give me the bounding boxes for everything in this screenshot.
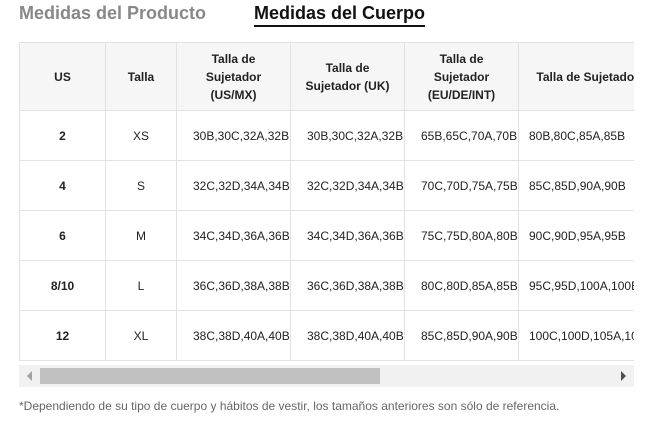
scroll-left[interactable]: [27, 371, 32, 381]
header-cell: Talla de Sujetador (US/MX): [176, 42, 291, 111]
cell: 8/10: [19, 260, 106, 311]
cell: S: [105, 160, 177, 211]
size-table: US Talla Talla de Sujetador (US/MX) Talla d…: [19, 42, 634, 361]
row: 2 XS 30B,30C,32A,32B 30B,30C,32A,32B 65B,65C…: [19, 110, 634, 161]
header-cell: US: [19, 42, 106, 111]
scroll-thumb[interactable]: [40, 368, 380, 384]
row: 4 S 32C,32D,34A,34B 32C,32D,34A,34B 70C,70D,…: [19, 160, 634, 211]
scroll-right[interactable]: [621, 371, 626, 381]
cell: 38C,38D,40A,40B: [176, 310, 291, 361]
cell: 12: [19, 310, 106, 361]
table-container: US Talla Talla de Sujetador (US/MX) Talla d…: [19, 42, 634, 365]
cell: 38C,38D,40A,40B: [290, 310, 405, 361]
cell: XS: [105, 110, 177, 161]
cell: 32C,32D,34A,34B: [290, 160, 405, 211]
cell: 34C,34D,36A,36B: [176, 210, 291, 261]
cell: 4: [19, 160, 106, 211]
cell: 80B,80C,85A,85B: [518, 110, 634, 161]
cell: 34C,34D,36A,36B: [290, 210, 405, 261]
cell: 6: [19, 210, 106, 261]
cell: 30B,30C,32A,32B: [176, 110, 291, 161]
header-cell: Talla de Sujetador (FR/ES): [518, 42, 634, 111]
cell: L: [105, 260, 177, 311]
cell: 2: [19, 110, 106, 161]
header-cell: Talla de Sujetador (UK): [290, 42, 405, 111]
header-cell: Talla de Sujetador (EU/DE/INT): [404, 42, 519, 111]
cell: M: [105, 210, 177, 261]
table-body: 2 XS 30B,30C,32A,32B 30B,30C,32A,32B 65B,65C…: [19, 110, 634, 361]
cell: 65B,65C,70A,70B: [404, 110, 519, 161]
row: 6 M 34C,34D,36A,36B 34C,34D,36A,36B 75C,75D,…: [19, 210, 634, 261]
tab-active[interactable]: Medidas del Cuerpo: [254, 3, 426, 27]
row: 12 XL 38C,38D,40A,40B 38C,38D,40A,40B 85C,85…: [19, 310, 634, 361]
cell: 85C,85D,90A,90B: [518, 160, 634, 211]
cell: 70C,70D,75A,75B: [404, 160, 519, 211]
cell: 32C,32D,34A,34B: [176, 160, 291, 211]
cell: 80C,80D,85A,85B: [404, 260, 519, 311]
row: 8/10 L 36C,36D,38A,38B 36C,36D,38A,38B 80C,8…: [19, 260, 634, 311]
cell: XL: [105, 310, 177, 361]
cell: 36C,36D,38A,38B: [290, 260, 405, 311]
header-row: US Talla Talla de Sujetador (US/MX) Talla d…: [19, 42, 634, 111]
cell: 95C,95D,100A,100B: [518, 260, 634, 311]
cell: 90C,90D,95A,95B: [518, 210, 634, 261]
cell: 30B,30C,32A,32B: [290, 110, 405, 161]
cell: 85C,85D,90A,90B: [404, 310, 519, 361]
cell: 100C,100D,105A,105B: [518, 310, 634, 361]
scrollbar[interactable]: [19, 365, 634, 387]
footnote: *Dependiendo de su tipo de cuerpo y hábi…: [19, 399, 560, 413]
tab[interactable]: Medidas del Producto: [19, 3, 207, 23]
cell: 75C,75D,80A,80B: [404, 210, 519, 261]
header-cell: Talla: [105, 42, 177, 111]
cell: 36C,36D,38A,38B: [176, 260, 291, 311]
